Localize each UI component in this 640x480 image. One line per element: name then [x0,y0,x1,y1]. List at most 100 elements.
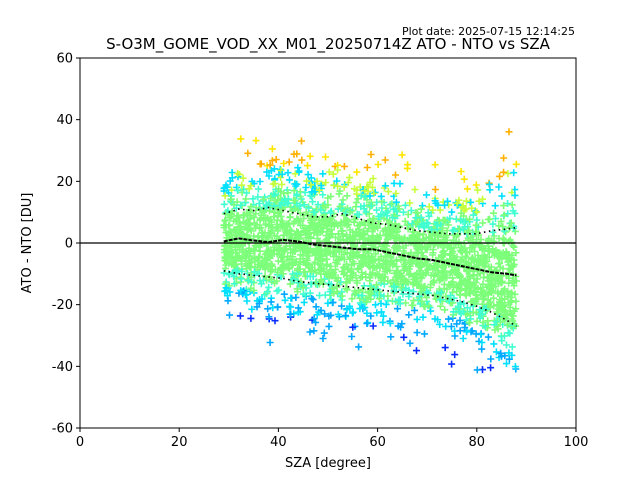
data-point [504,200,512,207]
data-point [427,281,435,288]
data-point [456,316,464,324]
data-point [355,343,363,351]
data-point [264,234,272,242]
data-point [434,316,442,324]
x-axis-ticks: 0 20 40 60 80 100 [76,428,588,450]
data-point [475,231,483,239]
data-point [496,263,504,271]
data-point [313,311,321,319]
data-point [403,164,411,172]
data-point [257,214,265,222]
data-point [283,256,291,264]
data-point [445,315,452,323]
data-point [366,192,374,200]
data-point [268,157,276,165]
data-point [412,221,420,228]
data-point [479,318,487,326]
data-point [302,184,310,191]
data-point [286,213,294,221]
data-point [484,290,492,298]
data-point [508,298,516,306]
x-tick-label: 40 [270,435,287,450]
data-point [284,264,292,272]
data-point [506,266,514,274]
data-point [303,259,311,267]
data-point [317,226,324,234]
data-point [235,214,243,222]
data-point [311,208,319,216]
data-point [484,333,492,341]
data-point [307,174,315,182]
data-point [389,214,396,222]
data-point [327,192,335,200]
data-point [280,290,288,298]
data-point [448,208,456,216]
data-point [252,210,260,218]
data-point [479,219,487,227]
data-point [346,174,353,182]
data-point [369,322,377,330]
data-point [462,254,470,262]
data-point [329,298,337,306]
data-point [375,240,383,248]
y-tick-label: 40 [56,113,73,128]
data-point [294,265,301,273]
data-point [224,297,232,305]
data-point [509,262,517,270]
data-point [343,286,351,294]
data-point [357,192,365,200]
data-point [226,221,233,229]
data-point [478,300,486,308]
data-point [459,308,467,316]
data-point [277,221,284,229]
data-point [427,307,435,315]
data-point [343,231,351,239]
data-point [503,311,511,319]
data-point [286,280,294,288]
data-point [300,298,308,306]
data-point [348,333,356,340]
data-point [356,305,364,313]
data-point [343,192,351,200]
y-tick-label: 20 [56,175,73,190]
data-point [322,153,329,161]
data-point [382,301,390,308]
data-point [418,297,426,305]
data-point [472,330,480,338]
data-point [266,161,274,169]
data-point [288,261,296,269]
data-point [423,191,430,199]
data-point [361,230,369,237]
data-point [369,175,377,182]
data-point [375,212,383,220]
data-point [349,323,357,331]
data-point [379,312,387,320]
data-point [245,185,253,193]
data-point [485,300,493,308]
data-point [232,231,240,239]
data-point [500,211,508,219]
data-point [285,158,293,166]
data-point [379,318,387,326]
data-point [274,196,282,204]
data-point [338,230,346,238]
data-point [392,198,400,206]
data-point [275,185,283,193]
data-point [507,219,515,227]
data-point [234,169,242,177]
data-point [364,234,372,242]
data-point [440,280,448,288]
data-point [258,259,266,267]
data-point [413,209,421,217]
data-point [280,261,288,269]
data-point [364,183,372,191]
data-point [353,168,361,176]
data-point [329,170,337,178]
data-point [470,279,478,286]
data-point [483,307,491,314]
data-point [471,300,479,308]
data-point [405,234,413,242]
data-point [280,160,288,167]
data-point [333,177,341,185]
